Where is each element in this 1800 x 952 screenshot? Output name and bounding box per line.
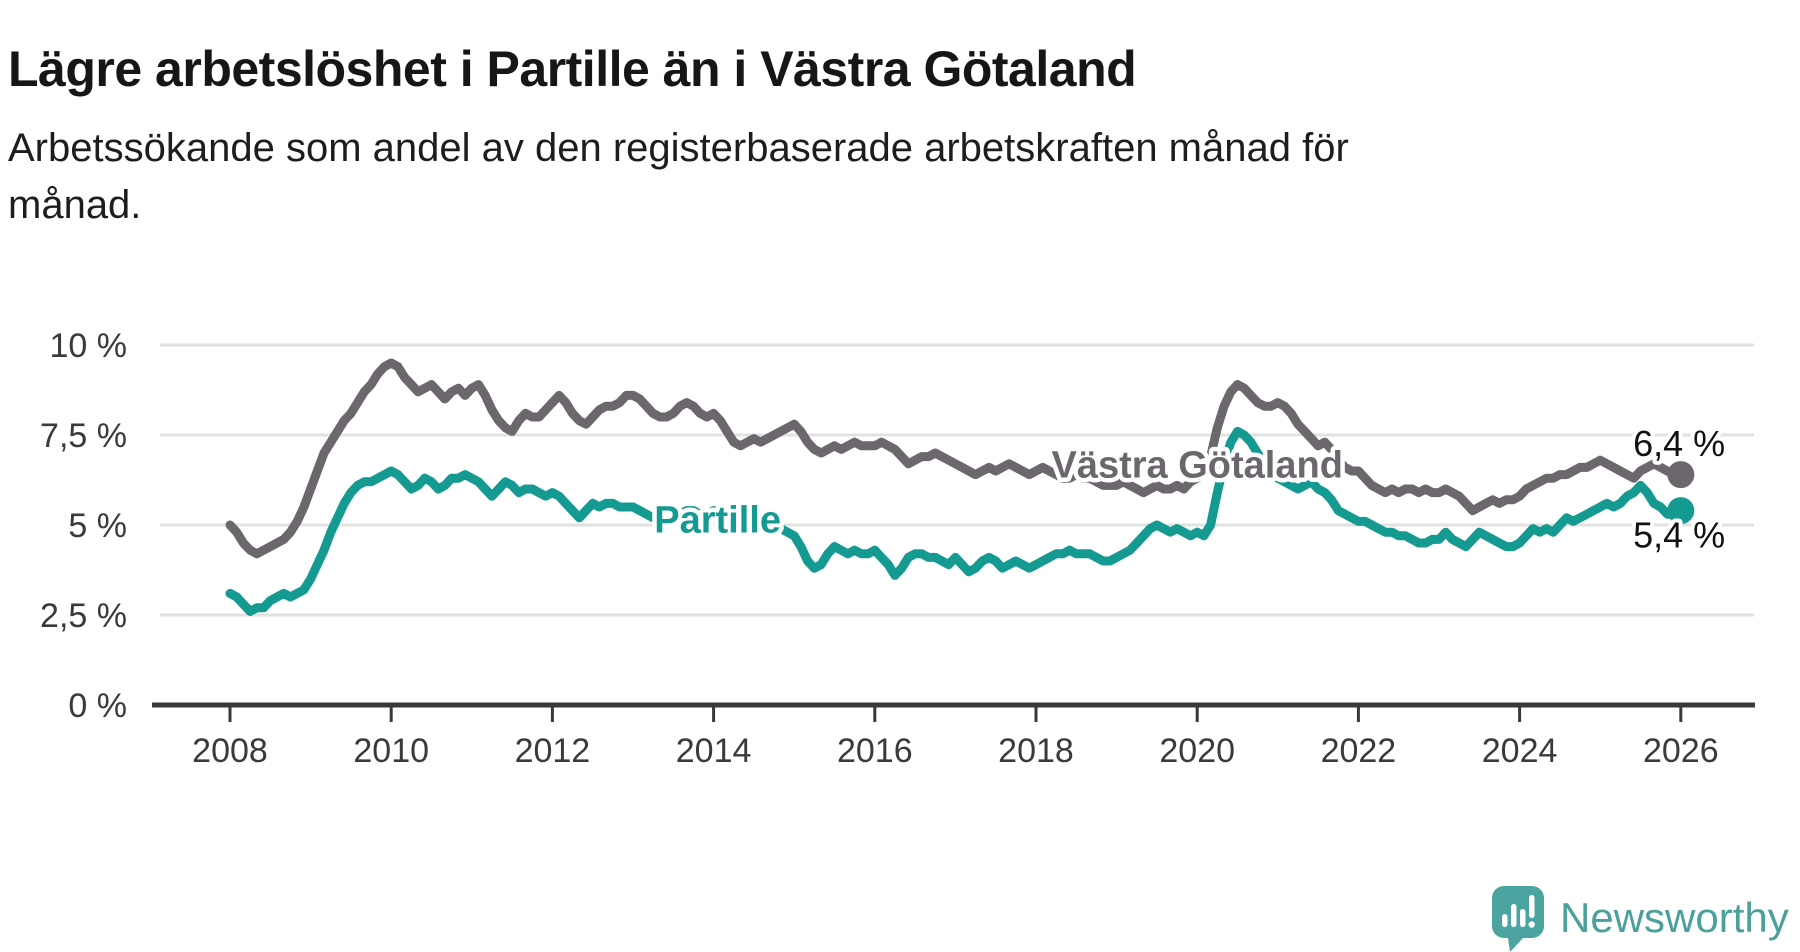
y-tick-label: 0 % [68, 687, 127, 725]
x-tick-label-2008: 2008 [192, 732, 268, 770]
end-value-label: 5,4 % [1633, 515, 1725, 556]
page-title: Lägre arbetslöshet i Partille än i Västr… [8, 40, 1137, 97]
y-tick-label: 2,5 % [40, 597, 127, 635]
series-label-västra-götaland: Västra Götaland [1051, 445, 1342, 487]
line-västra-götaland [225, 358, 1686, 559]
end-dot-västra-götaland [1667, 461, 1695, 489]
x-tick-label-2016: 2016 [837, 732, 913, 770]
x-tick-label-2020: 2020 [1159, 732, 1235, 770]
x-tick-label-2026: 2026 [1643, 732, 1719, 770]
subtitle-line-1: Arbetssökande som andel av den registerb… [8, 126, 1349, 170]
end-value-label: 6,4 % [1633, 423, 1725, 464]
brand-footer: Newsworthy [1490, 884, 1789, 952]
chart-subtitle: Arbetssökande som andel av den registerb… [8, 120, 1349, 234]
x-tick-label-2012: 2012 [515, 732, 591, 770]
y-tick-label: 10 % [50, 327, 128, 365]
y-tick-label: 5 % [68, 507, 127, 545]
line-partille [225, 426, 1686, 616]
x-tick-label-2010: 2010 [353, 732, 429, 770]
x-tick-label-2014: 2014 [676, 732, 752, 770]
y-tick-label: 7,5 % [40, 417, 127, 455]
subtitle-line-2: månad. [8, 183, 142, 227]
x-tick-label-2018: 2018 [998, 732, 1074, 770]
newsworthy-logo-icon [1492, 886, 1544, 952]
end-dot-partille [1667, 497, 1695, 525]
x-tick-label-2024: 2024 [1482, 732, 1558, 770]
x-tick-label-2022: 2022 [1321, 732, 1397, 770]
brand-name: Newsworthy [1560, 894, 1789, 941]
series-label-partille: Partille [654, 500, 781, 542]
